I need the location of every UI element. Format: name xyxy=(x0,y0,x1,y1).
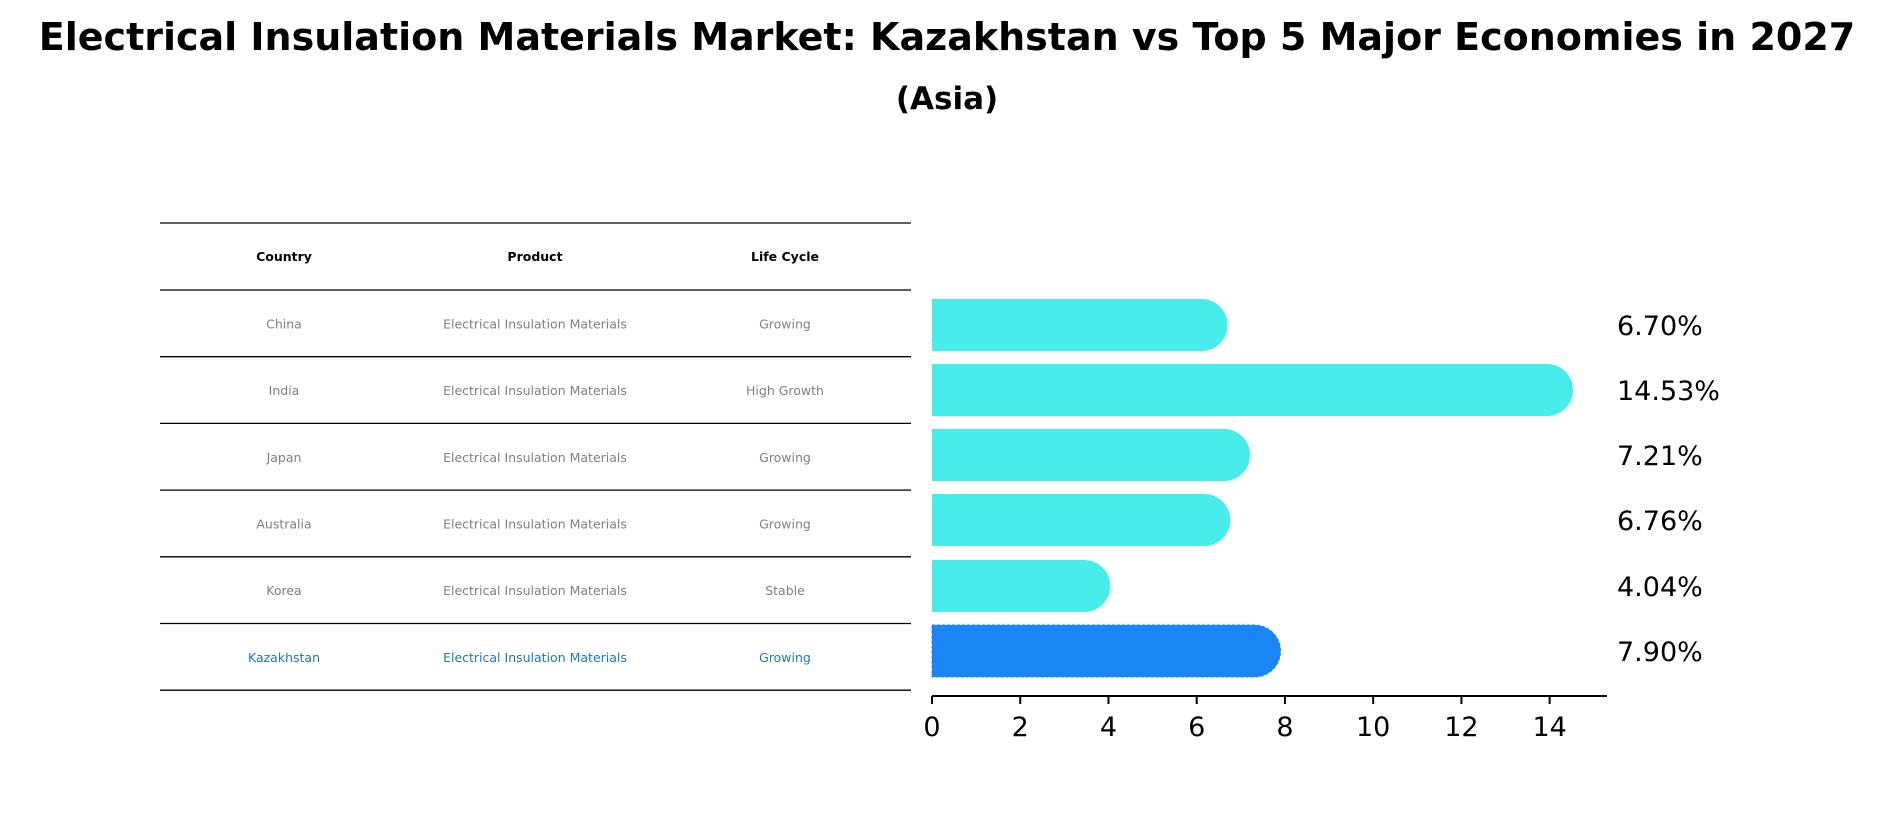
bar-kazakhstan xyxy=(931,624,1282,678)
table-cell: India xyxy=(269,383,300,398)
table-cell: Growing xyxy=(759,450,811,465)
table-header-0: Country xyxy=(256,249,312,264)
data-label-india: 14.53% xyxy=(1617,376,1720,407)
x-tick-label: 6 xyxy=(1188,712,1205,743)
bar-australia xyxy=(932,494,1231,546)
table-cell: Electrical Insulation Materials xyxy=(443,650,627,665)
x-tick-label: 8 xyxy=(1276,712,1293,743)
bar-japan xyxy=(932,429,1251,481)
table-cell: China xyxy=(266,316,302,331)
data-label-kazakhstan: 7.90% xyxy=(1617,637,1703,668)
table-cell: Electrical Insulation Materials xyxy=(443,383,627,398)
table-cell: Growing xyxy=(759,516,811,531)
table-cell: Growing xyxy=(759,316,811,331)
chart-subtitle: (Asia) xyxy=(896,81,998,117)
table-cell: Stable xyxy=(765,583,805,598)
data-label-japan: 7.21% xyxy=(1617,441,1703,472)
data-label-korea: 4.04% xyxy=(1617,572,1703,603)
table-cell: Korea xyxy=(266,583,301,598)
bar-india xyxy=(932,364,1574,416)
x-tick-label: 14 xyxy=(1532,712,1566,743)
table-cell: Electrical Insulation Materials xyxy=(443,450,627,465)
table-cell: Japan xyxy=(266,450,302,465)
x-axis: 0 2 4 6 8 10 12 14 xyxy=(923,695,1607,743)
x-tick-label: 2 xyxy=(1012,712,1029,743)
chart-title: Electrical Insulation Materials Market: … xyxy=(39,15,1855,59)
table-header-1: Product xyxy=(507,249,562,264)
table-cell: Electrical Insulation Materials xyxy=(443,316,627,331)
bar-korea xyxy=(932,560,1111,612)
table-cell: Australia xyxy=(256,516,311,531)
table-cell: Electrical Insulation Materials xyxy=(443,583,627,598)
data-label-china: 6.70% xyxy=(1617,311,1703,342)
x-tick-label: 0 xyxy=(923,712,940,743)
table-cell: Growing xyxy=(759,650,811,665)
data-label-australia: 6.76% xyxy=(1617,506,1703,537)
data-table: Country Product Life Cycle China Electrical … xyxy=(160,222,911,691)
bar-china xyxy=(932,299,1228,351)
table-cell: Electrical Insulation Materials xyxy=(443,516,627,531)
x-tick-label: 12 xyxy=(1444,712,1478,743)
bar-chart: 6.70% 14.53% 7.21% 6.76% 4.04% 7.90% xyxy=(931,299,1720,678)
table-cell: High Growth xyxy=(746,383,824,398)
table-cell: Kazakhstan xyxy=(248,650,320,665)
table-header-2: Life Cycle xyxy=(751,249,819,264)
x-tick-label: 4 xyxy=(1100,712,1117,743)
x-tick-label: 10 xyxy=(1356,712,1390,743)
